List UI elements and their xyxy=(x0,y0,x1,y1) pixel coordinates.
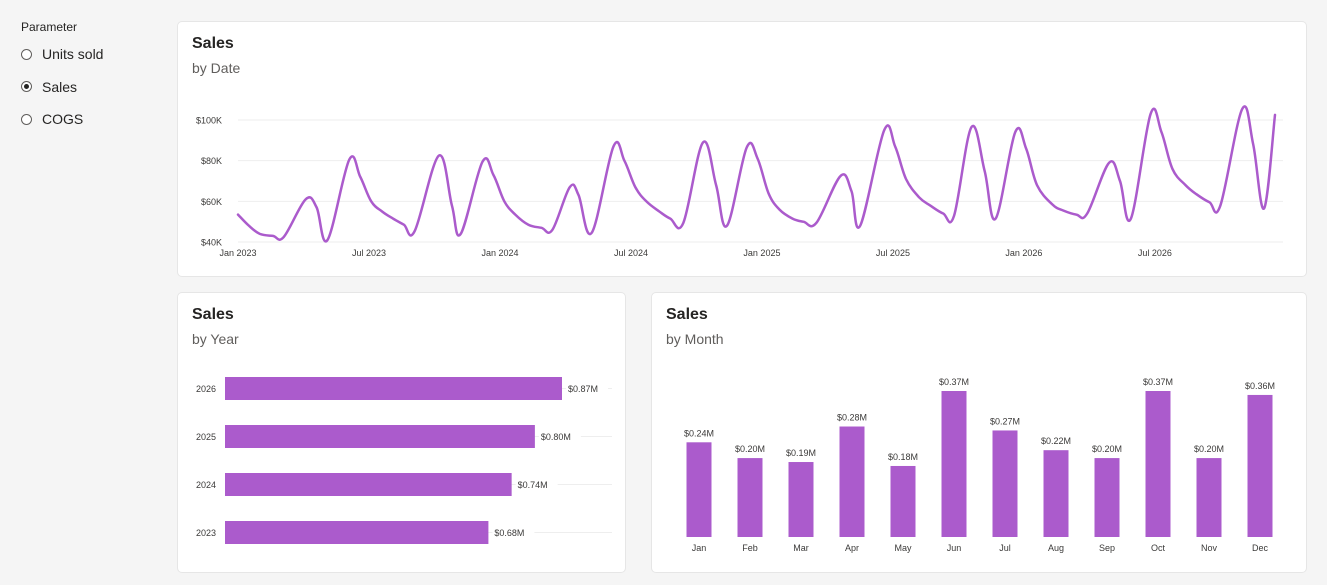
bar xyxy=(1043,450,1069,537)
data-label: $0.27M xyxy=(990,416,1020,426)
data-label-bg xyxy=(515,478,558,491)
data-label-bg xyxy=(566,382,608,395)
category-label: May xyxy=(894,543,912,553)
parameter-slicer: Parameter Units sold Sales COGS xyxy=(21,20,161,144)
data-label: $0.22M xyxy=(1041,436,1071,446)
bar xyxy=(686,442,712,537)
bar xyxy=(1145,391,1171,537)
category-label: Jan xyxy=(692,543,707,553)
bar xyxy=(941,391,967,537)
bar xyxy=(839,426,865,537)
x-tick-label: Jul 2026 xyxy=(1138,248,1172,258)
sales-by-date-chart[interactable]: $40K $60K $80K $100K Jan 2023 Jul 2023 Jan 202… xyxy=(178,22,1308,278)
sales-line xyxy=(236,105,1277,243)
data-label: $0.80M xyxy=(541,432,571,442)
category-label: Dec xyxy=(1252,543,1269,553)
data-label: $0.36M xyxy=(1245,381,1275,391)
y-tick-label: $40K xyxy=(201,238,222,248)
data-label: $0.37M xyxy=(939,377,969,387)
category-label: 2024 xyxy=(196,480,216,490)
bar xyxy=(225,377,562,400)
data-label: $0.74M xyxy=(518,480,548,490)
data-label: $0.18M xyxy=(888,452,918,462)
sales-by-month-card[interactable]: Sales by Month $0.24M Jan $0.20M Feb $0.19M M… xyxy=(651,292,1307,573)
card-subtitle: by Date xyxy=(192,60,241,76)
data-label: $0.87M xyxy=(568,384,598,394)
category-label: Mar xyxy=(793,543,809,553)
data-label: $0.20M xyxy=(735,444,765,454)
category-label: Apr xyxy=(845,543,859,553)
bar xyxy=(992,430,1018,537)
option-units-sold[interactable]: Units sold xyxy=(21,46,161,62)
x-tick-label: Jan 2024 xyxy=(481,248,518,258)
slicer-title: Parameter xyxy=(21,20,78,34)
option-sales[interactable]: Sales xyxy=(21,79,161,95)
data-label-bg xyxy=(492,526,535,539)
card-title: Sales xyxy=(192,35,234,52)
card-subtitle: by Month xyxy=(666,331,724,347)
x-tick-label: Jan 2026 xyxy=(1005,248,1042,258)
category-label: 2026 xyxy=(196,384,216,394)
category-label: Sep xyxy=(1099,543,1115,553)
category-label: 2023 xyxy=(196,528,216,538)
category-label: Oct xyxy=(1151,543,1166,553)
sales-by-year-chart[interactable]: 2026 $0.87M 2025 $0.80M 2024 $0.74M 2023 $0.68M xyxy=(178,293,627,574)
category-label: Nov xyxy=(1201,543,1218,553)
radio-icon[interactable] xyxy=(21,48,32,60)
bar xyxy=(890,465,916,537)
bar xyxy=(225,473,512,496)
sales-by-month-chart[interactable]: $0.24M Jan $0.20M Feb $0.19M Mar $0.28M Apr $0.1… xyxy=(652,293,1308,574)
category-label: Aug xyxy=(1048,543,1064,553)
y-tick-label: $60K xyxy=(201,197,222,207)
data-label: $0.20M xyxy=(1194,444,1224,454)
option-label: Sales xyxy=(42,78,78,95)
option-label: Units sold xyxy=(42,46,104,62)
bar xyxy=(1196,458,1222,537)
bar xyxy=(225,521,489,544)
x-tick-label: Jul 2024 xyxy=(614,248,648,258)
x-tick-label: Jul 2023 xyxy=(352,248,386,258)
data-label: $0.68M xyxy=(494,528,524,538)
x-tick-label: Jan 2025 xyxy=(743,248,780,258)
category-label: 2025 xyxy=(196,432,216,442)
category-label: Jul xyxy=(999,543,1011,553)
bar xyxy=(1094,458,1120,537)
y-tick-label: $100K xyxy=(196,116,222,126)
data-label: $0.28M xyxy=(837,413,867,423)
radio-selected-icon[interactable] xyxy=(21,81,32,92)
sales-by-year-card[interactable]: Sales by Year 2026 $0.87M 2025 $0.80M 2024 $0… xyxy=(177,292,626,573)
bar xyxy=(788,462,814,537)
option-label: COGS xyxy=(42,111,84,127)
option-cogs[interactable]: COGS xyxy=(21,111,161,127)
category-label: Jun xyxy=(947,543,962,553)
x-tick-label: Jan 2023 xyxy=(219,248,256,258)
data-label: $0.24M xyxy=(684,428,714,438)
data-label: $0.20M xyxy=(1092,444,1122,454)
category-label: Feb xyxy=(742,543,758,553)
y-tick-label: $80K xyxy=(201,156,222,166)
card-title: Sales xyxy=(666,306,708,323)
data-label-bg xyxy=(538,430,581,443)
radio-icon[interactable] xyxy=(21,113,32,125)
x-tick-label: Jul 2025 xyxy=(876,248,910,258)
data-label: $0.19M xyxy=(786,448,816,458)
bar xyxy=(737,458,763,537)
bar xyxy=(225,425,535,448)
card-title: Sales xyxy=(192,306,234,323)
data-label: $0.37M xyxy=(1143,377,1173,387)
card-subtitle: by Year xyxy=(192,331,239,347)
sales-by-date-card[interactable]: Sales by Date $40K $60K $80K $100K Jan 2023 J… xyxy=(177,21,1307,277)
bar xyxy=(1247,394,1273,537)
